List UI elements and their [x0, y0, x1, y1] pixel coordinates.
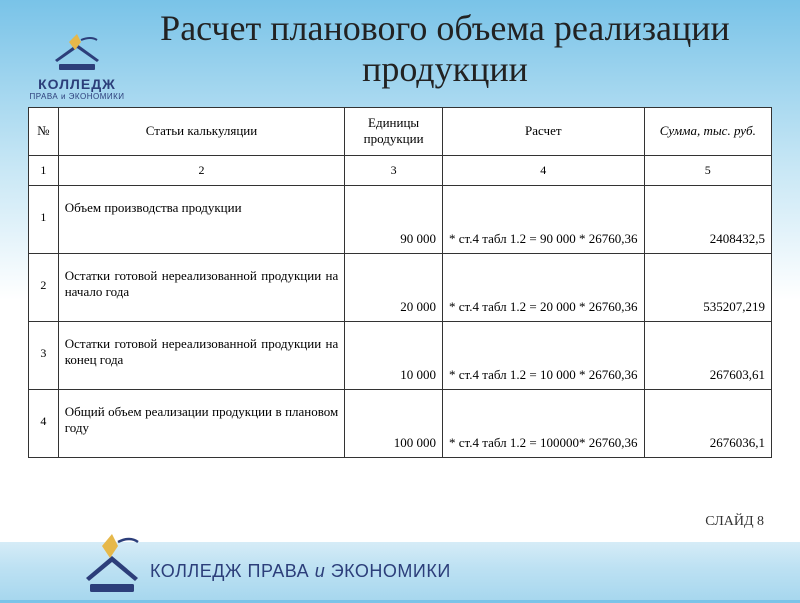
cell-calc: * ст.4 табл 1.2 = 10 000 * 26760,36 — [442, 321, 644, 389]
footer-bar: КОЛЛЕДЖ ПРАВА и ЭКОНОМИКИ — [0, 542, 800, 600]
col-article: Статьи калькуляции — [58, 107, 345, 155]
cell-article: Общий объем реализации продукции в плано… — [58, 389, 345, 457]
cell-units: 10 000 — [345, 321, 443, 389]
col-calc: Расчет — [442, 107, 644, 155]
cell-num: 2 — [29, 253, 59, 321]
calculation-table: № Статьи калькуляции Единицы продукции Р… — [28, 107, 772, 458]
colnum-3: 3 — [345, 155, 443, 185]
cell-sum: 267603,61 — [644, 321, 771, 389]
cell-units: 100 000 — [345, 389, 443, 457]
footer-text: КОЛЛЕДЖ ПРАВА и ЭКОНОМИКИ — [150, 561, 451, 582]
cell-sum: 2408432,5 — [644, 185, 771, 253]
logo-top: КОЛЛЕДЖ ПРАВА и ЭКОНОМИКИ — [22, 30, 132, 101]
table-row: 1Объем производства продукции90 000* ст.… — [29, 185, 772, 253]
cell-calc: * ст.4 табл 1.2 = 90 000 * 26760,36 — [442, 185, 644, 253]
footer-logo-icon — [80, 526, 144, 598]
footer-text-b: и — [315, 561, 326, 581]
cell-article: Объем производства продукции — [58, 185, 345, 253]
logo-sub: ПРАВА и ЭКОНОМИКИ — [22, 92, 132, 101]
cell-article: Остатки готовой нереализованной продукци… — [58, 253, 345, 321]
footer-logo — [80, 526, 144, 598]
table-row: 2Остатки готовой нереализованной продукц… — [29, 253, 772, 321]
colnum-1: 1 — [29, 155, 59, 185]
table-header-row: № Статьи калькуляции Единицы продукции Р… — [29, 107, 772, 155]
colnum-4: 4 — [442, 155, 644, 185]
cell-num: 1 — [29, 185, 59, 253]
cell-article: Остатки готовой нереализованной продукци… — [58, 321, 345, 389]
cell-sum: 2676036,1 — [644, 389, 771, 457]
cell-num: 4 — [29, 389, 59, 457]
cell-units: 20 000 — [345, 253, 443, 321]
table-row: 3Остатки готовой нереализованной продукц… — [29, 321, 772, 389]
col-units: Единицы продукции — [345, 107, 443, 155]
cell-units: 90 000 — [345, 185, 443, 253]
col-num: № — [29, 107, 59, 155]
cell-num: 3 — [29, 321, 59, 389]
table-numrow: 1 2 3 4 5 — [29, 155, 772, 185]
logo-icon — [51, 30, 103, 74]
footer-text-a: КОЛЛЕДЖ ПРАВА — [150, 561, 315, 581]
colnum-5: 5 — [644, 155, 771, 185]
cell-calc: * ст.4 табл 1.2 = 20 000 * 26760,36 — [442, 253, 644, 321]
logo-brand: КОЛЛЕДЖ — [22, 76, 132, 92]
cell-sum: 535207,219 — [644, 253, 771, 321]
slide-number: СЛАЙД 8 — [705, 514, 764, 530]
colnum-2: 2 — [58, 155, 345, 185]
footer-text-c: ЭКОНОМИКИ — [325, 561, 451, 581]
col-sum: Сумма, тыс. руб. — [644, 107, 771, 155]
table-row: 4Общий объем реализации продукции в план… — [29, 389, 772, 457]
cell-calc: * ст.4 табл 1.2 = 100000* 26760,36 — [442, 389, 644, 457]
